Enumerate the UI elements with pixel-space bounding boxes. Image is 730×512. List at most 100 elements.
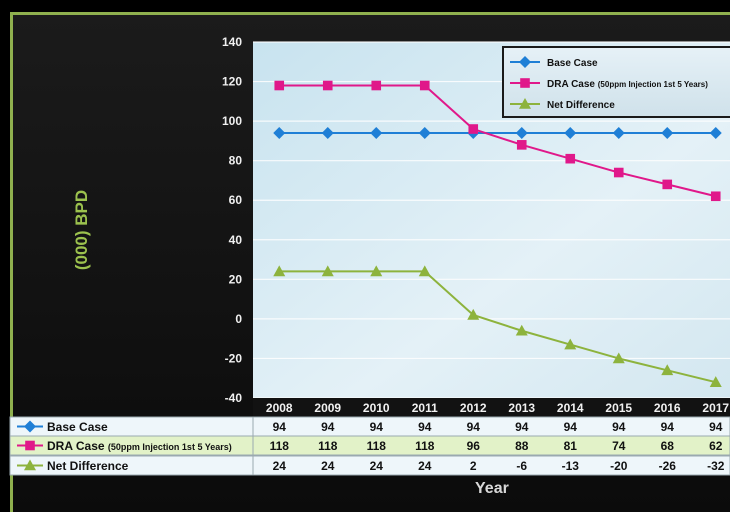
table-legend-marker [24,459,36,471]
y-tick-label: 40 [229,233,243,247]
table-cell: 94 [467,420,481,434]
data-point [565,153,576,164]
series-dra-case [274,80,721,202]
table-row [9,435,730,456]
data-point [468,124,479,134]
table-cell: 118 [270,439,290,453]
y-tick-label: 0 [235,312,242,326]
table-legend-marker [25,440,35,451]
legend: Base Case DRA Case (50ppm Injection 1st … [502,46,730,118]
table-row [9,455,730,476]
data-table: Base Case 94 94 94 94 94 94 94 94 94 94 DRA Case (… [9,416,730,476]
data-point [564,126,577,139]
data-point [612,352,625,364]
data-point [321,265,334,277]
table-row-label-note: (50ppm Injection 1st 5 Years) [108,442,232,452]
table-cell: -6 [516,459,527,473]
table-cell: 81 [564,439,578,453]
table-cell: 94 [370,420,384,434]
y-tick-label: 20 [229,272,243,286]
table-cell: 62 [709,439,723,453]
table-cell: 94 [564,420,578,434]
table-legend-marker [24,420,36,433]
table-cell: 94 [273,420,287,434]
x-tick-label: 2017 [702,401,729,415]
y-tick-labels: -40 -20 0 20 40 60 80 100 120 140 [222,35,242,405]
legend-marker [520,78,530,88]
legend-marker [519,98,531,109]
table-cell: 24 [370,459,384,473]
data-point [273,126,286,139]
data-point [419,80,430,91]
table-cell: 24 [273,459,287,473]
table-cell: 94 [515,420,529,434]
data-point [370,265,383,277]
data-point [661,364,674,376]
table-cell: 2 [470,459,477,473]
legend-label: DRA Case (50ppm Injection 1st 5 Years) [547,79,708,90]
data-point [613,167,624,178]
x-tick-labels: 2008 2009 2010 2011 2012 2013 2014 2015 2016 2017 [266,401,730,415]
x-tick-label: 2012 [460,401,487,415]
table-cell: 94 [418,420,432,434]
x-tick-label: 2008 [266,401,293,415]
data-point [274,80,285,91]
series-net-difference [273,265,722,387]
data-point [418,126,431,139]
x-tick-label: 2015 [605,401,632,415]
x-axis-band [253,398,730,417]
grid-lines [253,41,730,399]
legend-box [502,46,730,118]
table-row-label: Net Difference [47,459,129,473]
data-point [710,191,721,202]
legend-label: Net Difference [547,100,615,111]
y-tick-label: 80 [229,154,243,168]
table-cell: 24 [418,459,432,473]
table-cell: 94 [709,420,723,434]
table-cell: -26 [659,459,677,473]
data-point [564,338,577,350]
series-line [279,84,716,198]
table-row-label: Base Case [47,420,108,434]
table-cell: -13 [562,459,580,473]
legend-marker [519,56,531,68]
table-cell: 118 [415,439,435,453]
data-point [662,179,673,190]
table-cell: 68 [661,439,675,453]
table-row-label: DRA Case (50ppm Injection 1st 5 Years) [47,439,232,453]
table-cell: 118 [367,439,387,453]
y-tick-label: 140 [222,35,242,49]
table-cell: 74 [612,439,626,453]
y-tick-label: 60 [229,193,243,207]
y-tick-label: -40 [225,391,243,405]
table-cell: -32 [707,459,725,473]
data-point [273,265,286,277]
data-point [709,376,722,387]
x-tick-label: 2009 [314,401,341,415]
data-point [661,126,674,139]
y-tick-label: 100 [222,114,242,128]
table-cell: 118 [318,439,338,453]
data-point [515,126,528,139]
legend-label-note: (50ppm Injection 1st 5 Years) [598,80,708,89]
x-tick-label: 2010 [363,401,390,415]
data-point [709,126,722,139]
table-cell: 94 [661,420,675,434]
series-line [279,270,716,384]
table-cell: 96 [467,439,481,453]
x-tick-label: 2014 [557,401,584,415]
series-lines [273,80,722,387]
x-axis-label: Year [475,480,509,497]
line-chart: -40 -20 0 20 40 60 80 100 120 140 2008 2009 2010 201… [9,35,730,476]
y-tick-label: 120 [222,75,242,89]
x-tick-label: 2013 [508,401,535,415]
x-tick-label: 2016 [654,401,681,415]
data-point [321,126,334,139]
legend-label: Base Case [547,58,598,69]
x-tick-label: 2011 [412,401,438,415]
data-point [612,126,625,139]
data-point [467,308,480,320]
table-cell: 94 [321,420,335,434]
data-point [370,126,383,139]
data-point [371,80,382,91]
